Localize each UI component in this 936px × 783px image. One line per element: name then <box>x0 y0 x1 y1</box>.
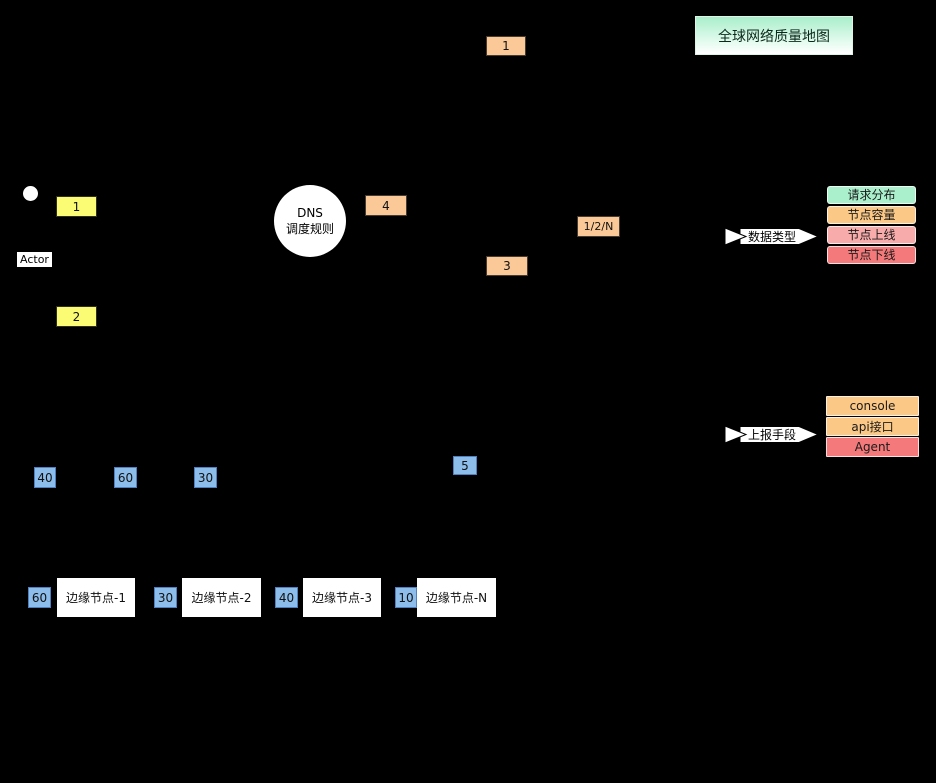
orange-step-badge-12n: 1/2/N <box>577 216 620 237</box>
legend-node-online: 节点上线 <box>827 226 916 244</box>
edge-node-n-box: 边缘节点-N <box>417 578 496 617</box>
edge-node-2-box: 边缘节点-2 <box>182 578 261 617</box>
edge-node-2-tag: 30 <box>154 587 177 608</box>
capacity-tag-40: 40 <box>34 467 56 488</box>
dns-rules-circle: DNS 调度规则 <box>274 185 346 257</box>
capacity-tag-5: 5 <box>453 456 477 475</box>
orange-step-badge-4: 4 <box>365 195 407 216</box>
edge-node-n-tag: 10 <box>395 587 417 608</box>
global-network-quality-map-title: 全球网络质量地图 <box>695 16 853 55</box>
legend-api-interface: api接口 <box>826 417 919 436</box>
yellow-step-badge-2: 2 <box>56 306 97 327</box>
edge-node-3-box: 边缘节点-3 <box>303 578 381 617</box>
legend-node-capacity: 节点容量 <box>827 206 916 224</box>
yellow-step-badge-1: 1 <box>56 196 97 217</box>
dns-rules-line1: DNS <box>297 205 323 220</box>
report-means-arrow-label: 上报手段 <box>748 427 796 442</box>
orange-step-badge-top-1: 1 <box>486 36 526 56</box>
capacity-tag-60: 60 <box>114 467 137 488</box>
edge-node-1-tag: 60 <box>28 587 51 608</box>
data-type-arrow-label: 数据类型 <box>748 229 796 244</box>
edge-node-3-tag: 40 <box>275 587 298 608</box>
capacity-tag-30: 30 <box>194 467 217 488</box>
dns-rules-line2: 调度规则 <box>285 222 334 236</box>
legend-agent: Agent <box>826 437 919 457</box>
actor-head-icon <box>23 186 38 201</box>
legend-node-offline: 节点下线 <box>827 246 916 264</box>
actor-label: Actor <box>17 252 52 268</box>
edge-node-1-box: 边缘节点-1 <box>57 578 135 617</box>
report-means-arrow-banner: 上报手段 <box>724 425 820 444</box>
legend-console: console <box>826 396 919 416</box>
data-type-arrow-banner: 数据类型 <box>724 227 820 246</box>
legend-request-distribution: 请求分布 <box>827 186 916 204</box>
orange-step-badge-3: 3 <box>486 256 528 276</box>
